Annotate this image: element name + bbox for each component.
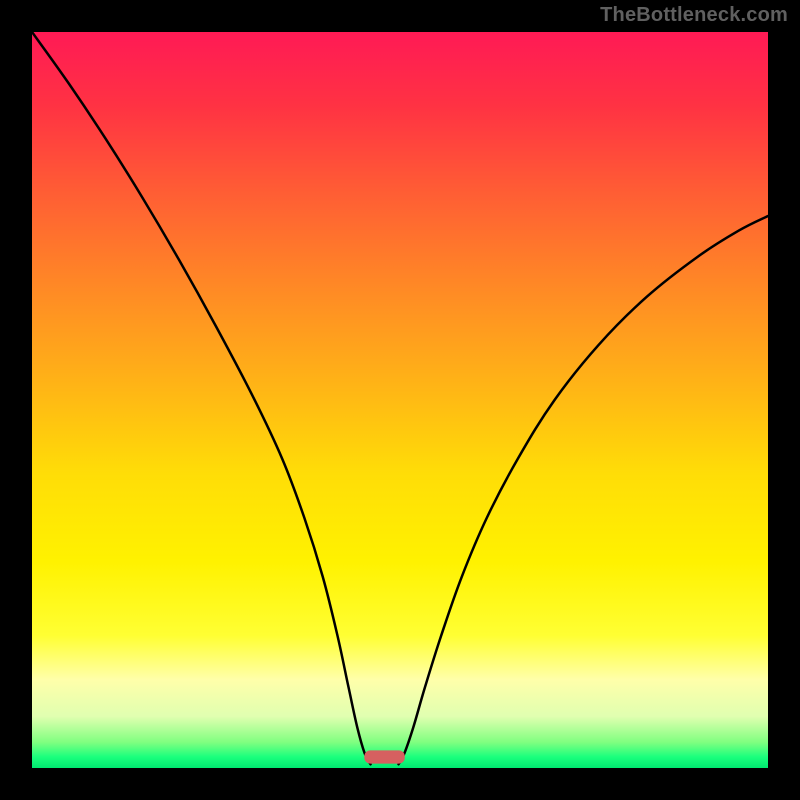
chart-frame: TheBottleneck.com [0, 0, 800, 800]
chart-plot-area [32, 32, 768, 768]
bottleneck-marker [364, 750, 404, 763]
watermark-text: TheBottleneck.com [600, 4, 788, 27]
chart-background [32, 32, 768, 768]
